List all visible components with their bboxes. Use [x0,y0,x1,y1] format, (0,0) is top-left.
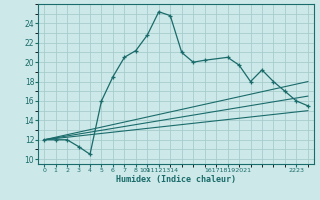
X-axis label: Humidex (Indice chaleur): Humidex (Indice chaleur) [116,175,236,184]
